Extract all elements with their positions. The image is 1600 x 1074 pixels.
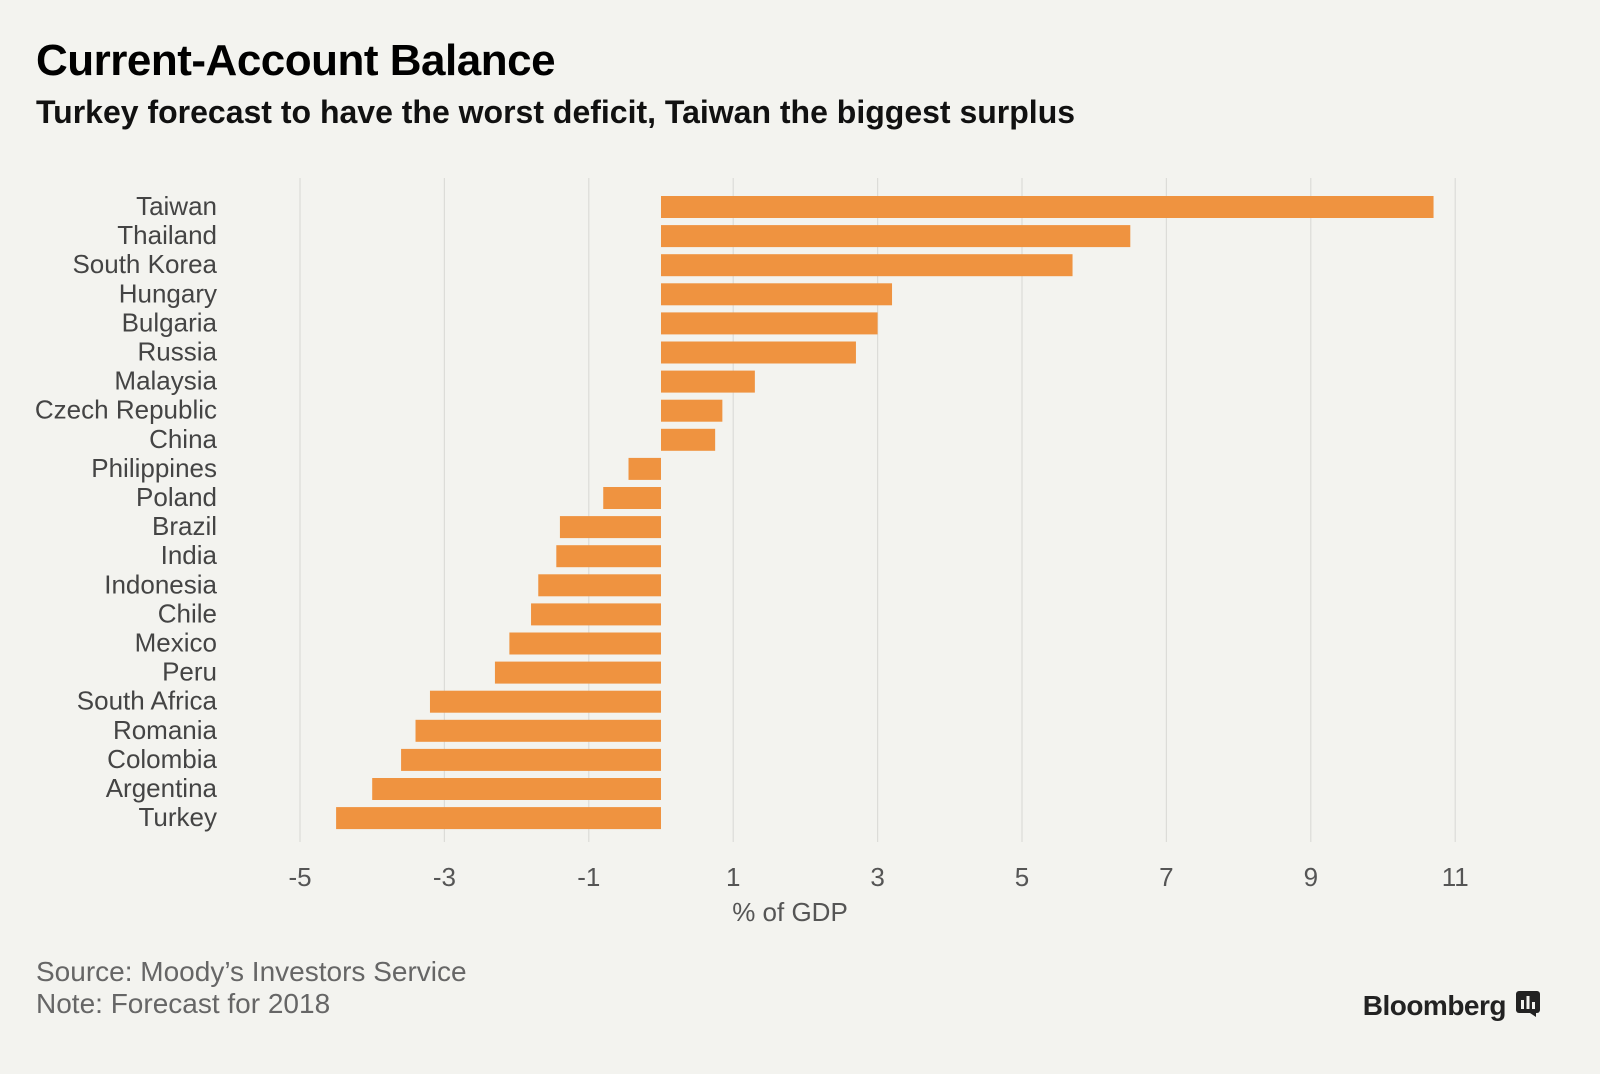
bar xyxy=(661,312,878,335)
category-label: Taiwan xyxy=(136,191,217,221)
category-label: Hungary xyxy=(119,278,217,308)
brand-name: Bloomberg xyxy=(1362,990,1507,1021)
category-label: Russia xyxy=(138,337,218,367)
x-tick-label: 1 xyxy=(726,862,740,892)
chart-title: Current-Account Balance xyxy=(36,36,556,85)
category-label: Malaysia xyxy=(114,366,217,396)
category-label: Romania xyxy=(113,715,218,745)
category-label: Bulgaria xyxy=(122,307,218,337)
x-tick-label: 7 xyxy=(1159,862,1173,892)
category-label: Mexico xyxy=(135,628,217,658)
source-note: Source: Moody’s Investors Service xyxy=(36,956,467,987)
bar xyxy=(531,603,661,626)
category-label: Czech Republic xyxy=(35,395,217,425)
x-tick-label: -1 xyxy=(577,862,600,892)
bar xyxy=(415,719,661,742)
bar xyxy=(429,690,661,713)
x-tick-label: 9 xyxy=(1304,862,1318,892)
bar xyxy=(603,487,661,509)
bar xyxy=(661,225,1131,248)
category-label: Poland xyxy=(136,482,217,512)
category-label: Indonesia xyxy=(104,569,217,599)
bar xyxy=(661,370,755,393)
category-label: Peru xyxy=(162,657,217,687)
x-tick-label: 5 xyxy=(1015,862,1029,892)
x-axis-ticks: -5 -3 -1 1 3 5 7 9 11 xyxy=(288,862,1468,892)
category-label: Thailand xyxy=(117,220,217,250)
x-tick-label: 11 xyxy=(1442,862,1469,892)
bar xyxy=(661,399,723,422)
category-label: Brazil xyxy=(152,511,217,541)
bar xyxy=(509,632,661,655)
category-label: Turkey xyxy=(139,802,218,832)
bar xyxy=(556,545,661,568)
bar xyxy=(661,254,1073,277)
bar xyxy=(628,457,661,480)
forecast-note: Note: Forecast for 2018 xyxy=(36,988,331,1019)
bar xyxy=(494,661,661,684)
category-label: South Africa xyxy=(77,686,218,716)
x-tick-label: 3 xyxy=(870,862,884,892)
category-label: South Korea xyxy=(72,249,217,279)
category-label: India xyxy=(161,540,218,570)
x-tick-label: -5 xyxy=(288,862,311,892)
bar xyxy=(372,778,661,800)
category-label: Chile xyxy=(158,598,217,628)
x-axis-label: % of GDP xyxy=(732,897,848,927)
category-label: Philippines xyxy=(91,453,217,483)
bars xyxy=(336,196,1434,830)
bar xyxy=(661,196,1434,218)
bar xyxy=(401,748,661,771)
category-label: China xyxy=(149,424,217,454)
x-tick-label: -3 xyxy=(433,862,456,892)
bar xyxy=(661,283,893,306)
bar xyxy=(336,807,661,830)
bar xyxy=(538,574,661,597)
gridlines xyxy=(299,178,1456,842)
bloomberg-chart-icon xyxy=(1516,990,1540,1022)
chart-subtitle: Turkey forecast to have the worst defici… xyxy=(36,94,1076,130)
brand-logo: Bloomberg xyxy=(1363,990,1540,1022)
bar xyxy=(661,428,716,451)
bar xyxy=(559,516,661,539)
category-label: Colombia xyxy=(107,744,217,774)
bar xyxy=(661,341,856,364)
category-label: Argentina xyxy=(106,773,218,803)
